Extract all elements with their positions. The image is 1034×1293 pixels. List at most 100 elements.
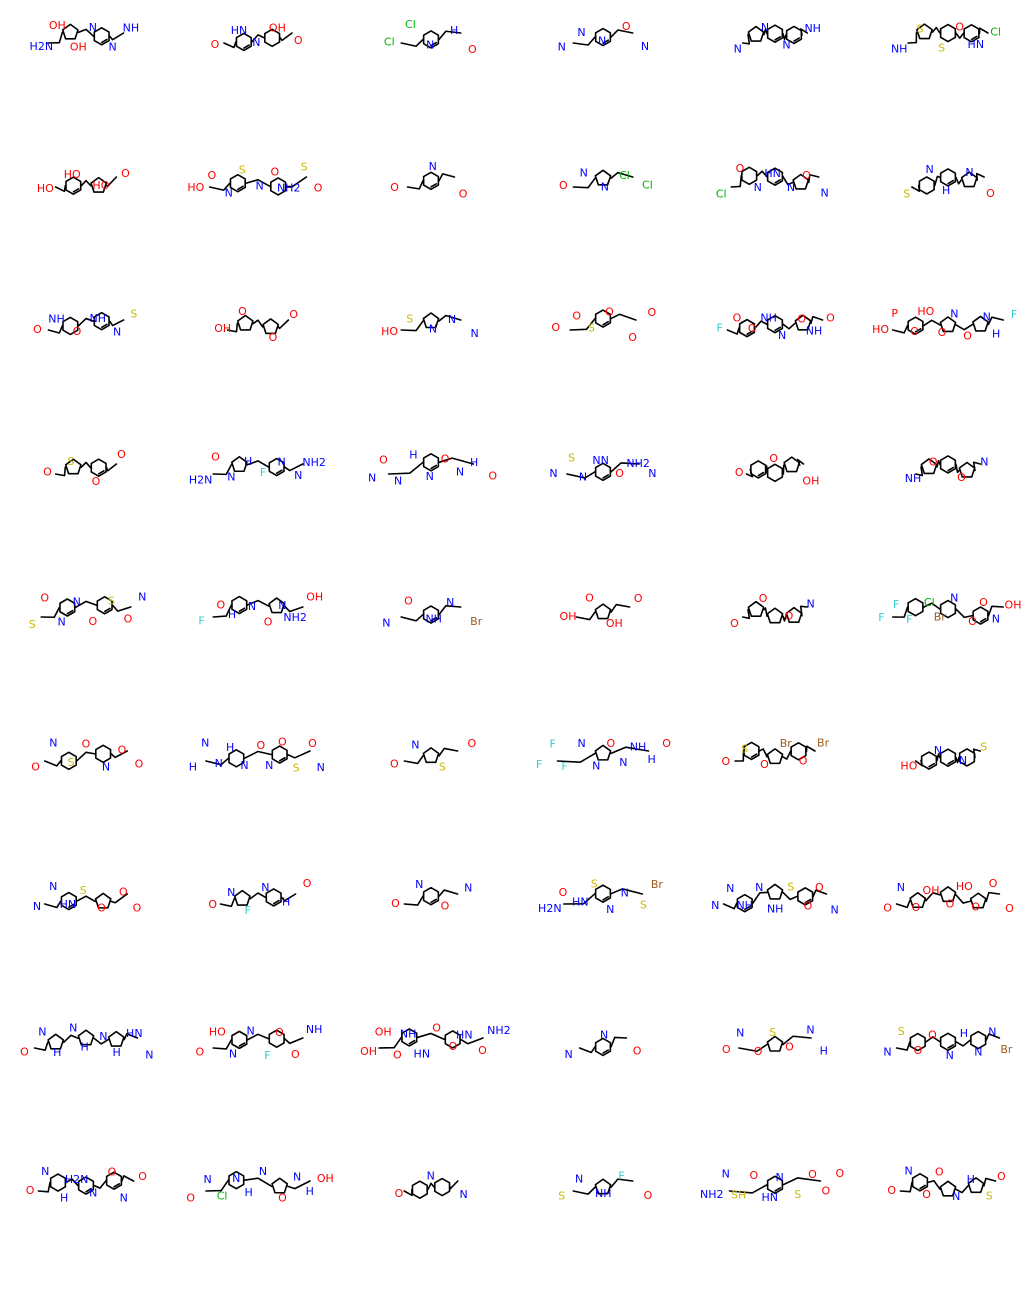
atom-label: O — [799, 754, 808, 767]
atom-label: O — [440, 452, 449, 465]
atom-label: O — [887, 1184, 896, 1197]
chain-bond — [610, 171, 634, 179]
atom-label: P — [891, 307, 898, 320]
ring-bond — [594, 1178, 612, 1195]
atom-label: N — [294, 469, 302, 482]
ring-bond — [95, 744, 112, 763]
ring-bond — [62, 316, 79, 336]
double-bond — [914, 328, 922, 333]
atom-label: O — [913, 1044, 922, 1057]
chain-bond — [246, 599, 270, 607]
atom-label: O — [934, 1166, 943, 1179]
chain-bond — [899, 1181, 913, 1193]
atom-label: OH — [922, 884, 939, 897]
atom-label: O — [722, 755, 731, 768]
atom-label: H — [647, 752, 655, 765]
chain-bond — [782, 322, 796, 330]
chain-bond — [954, 894, 971, 904]
chain-bond — [54, 465, 67, 476]
chain-bond — [76, 751, 96, 762]
atom-label: O — [257, 739, 266, 752]
atom-label: O — [391, 897, 400, 910]
chain-bond — [437, 747, 458, 757]
atom-label: O — [20, 1045, 29, 1058]
structure-drawing: NH O O N — [904, 454, 988, 485]
chain-bond — [984, 1032, 1000, 1041]
atom-label: H — [60, 1191, 68, 1204]
double-bond — [774, 36, 782, 41]
chain-bond — [954, 608, 973, 619]
atom-label: HO — [92, 179, 109, 192]
ring-bond — [229, 173, 247, 193]
atom-label: O — [73, 325, 82, 338]
structure-drawing: O N O — [390, 160, 468, 200]
double-bond — [408, 1039, 415, 1044]
atom-label: O — [31, 760, 40, 773]
chain-bond — [246, 459, 270, 468]
chain-bond — [808, 173, 820, 183]
double-bond — [602, 39, 609, 44]
chain-bond — [812, 889, 828, 898]
ring-bond — [65, 175, 82, 195]
ring-bond — [969, 892, 987, 909]
ring-bond — [59, 598, 76, 617]
double-bond — [946, 466, 954, 471]
atom-label: Cl — [384, 35, 395, 48]
atom-label: OH — [559, 610, 576, 623]
atom-label: O — [910, 325, 919, 338]
atom-label: S — [769, 1025, 776, 1038]
molecule-cell: HO HO HO O — [0, 144, 172, 287]
chain-bond — [77, 317, 95, 327]
atom-label: Cl — [923, 596, 934, 609]
atom-label: HN — [456, 1028, 473, 1041]
ring-bond — [939, 167, 956, 187]
atom-label: N — [426, 39, 434, 52]
atom-label: O — [647, 306, 656, 319]
ring-bond — [231, 1030, 248, 1049]
structure-drawing: HO HO HO O — [37, 167, 130, 195]
chain-bond — [931, 26, 941, 34]
double-bond — [970, 35, 978, 41]
ring-bond — [962, 23, 980, 43]
atom-label: O — [622, 20, 631, 33]
ring-bond — [971, 606, 989, 625]
atom-label: NH2 — [303, 456, 327, 469]
atom-label: N — [600, 1028, 608, 1041]
atom-label: O — [440, 900, 449, 913]
chain-bond — [610, 745, 650, 754]
molecule-cell: O NH O NH N S — [0, 287, 172, 430]
atom-label: O — [808, 1168, 817, 1181]
chain-bond — [279, 32, 294, 42]
chain-bond — [47, 31, 64, 44]
ring-bond — [792, 173, 810, 190]
atom-label: O — [750, 1169, 759, 1182]
atom-label: O — [922, 1188, 931, 1201]
atom-label: O — [269, 331, 278, 344]
chain-bond — [54, 184, 67, 192]
ring-bond — [939, 23, 956, 43]
chain-bond — [245, 178, 272, 187]
atom-label: N — [293, 1171, 301, 1184]
chain-bond — [765, 464, 768, 474]
atom-label: N — [279, 599, 287, 612]
atom-label: N — [278, 455, 286, 468]
atom-label: OH — [49, 19, 66, 32]
atom-label: HO — [188, 180, 205, 193]
ring-bond — [920, 457, 937, 474]
atom-label: N — [265, 759, 273, 772]
atom-label: N — [821, 186, 829, 199]
molecule-cell: O N O — [345, 144, 517, 287]
atom-label: O — [733, 312, 742, 325]
atom-label: N — [415, 878, 423, 891]
atom-label: HN — [126, 1027, 143, 1040]
double-bond — [243, 44, 251, 49]
atom-label: N — [455, 465, 463, 478]
chain-bond — [954, 323, 973, 331]
